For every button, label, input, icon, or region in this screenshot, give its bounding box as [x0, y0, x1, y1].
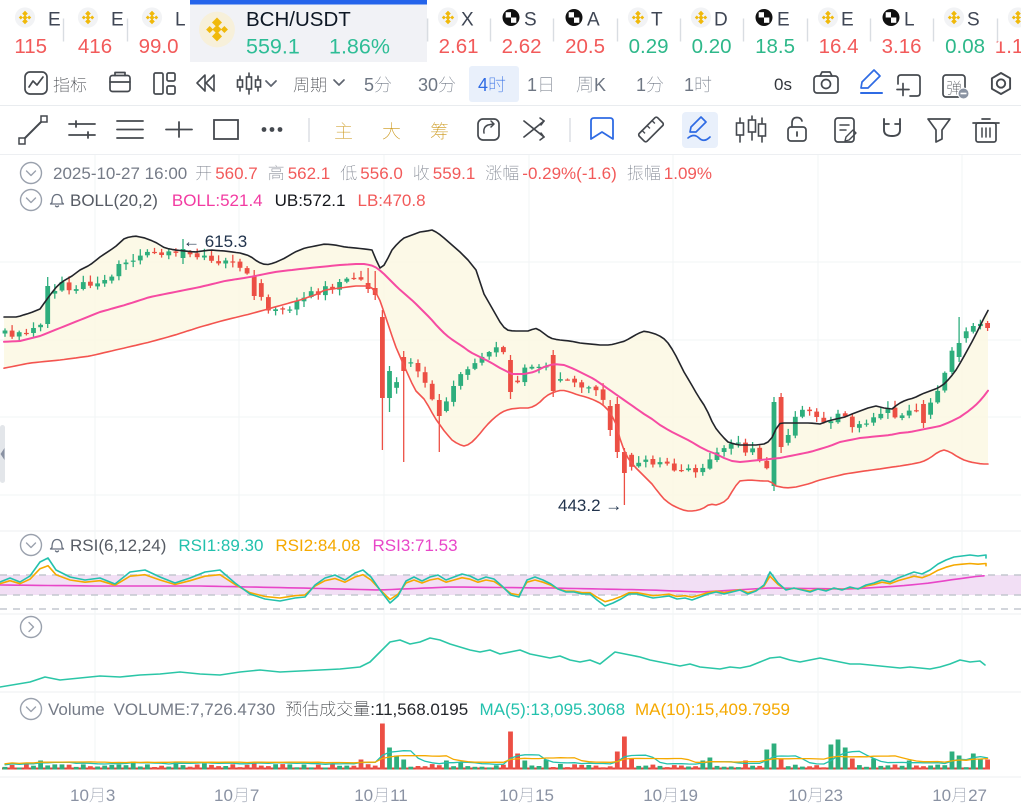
svg-text:S: S: [524, 10, 537, 31]
svg-text:3: 3: [106, 786, 115, 805]
svg-text:VOLUME:7,726.4730: VOLUME:7,726.4730: [114, 700, 276, 719]
svg-text:559.1: 559.1: [433, 164, 476, 183]
svg-text:27: 27: [968, 786, 987, 805]
svg-text:115: 115: [14, 35, 47, 58]
svg-text:10: 10: [354, 786, 373, 805]
svg-text::11,568.0195: :11,568.0195: [370, 700, 468, 719]
svg-text:2.62: 2.62: [502, 35, 542, 58]
svg-text:10: 10: [932, 786, 951, 805]
svg-text:BOLL:521.4: BOLL:521.4: [172, 191, 263, 210]
svg-text:← 615.3: ← 615.3: [183, 232, 247, 251]
svg-text:1: 1: [527, 75, 537, 95]
svg-text:K: K: [594, 75, 606, 95]
svg-text:Volume: Volume: [48, 700, 105, 719]
svg-text:E: E: [111, 10, 124, 31]
svg-text:18.5: 18.5: [755, 35, 795, 58]
svg-text:443.2 →: 443.2 →: [558, 496, 622, 515]
svg-text:E: E: [841, 10, 854, 31]
svg-text:10: 10: [499, 786, 518, 805]
svg-text:10: 10: [214, 786, 233, 805]
svg-text:RSI(6,12,24): RSI(6,12,24): [70, 536, 166, 555]
svg-text:RSI3:71.53: RSI3:71.53: [373, 536, 458, 555]
svg-text:19: 19: [679, 786, 698, 805]
svg-text:RSI1:89.30: RSI1:89.30: [178, 536, 263, 555]
svg-text:L: L: [175, 10, 186, 31]
svg-text:3.16: 3.16: [882, 35, 922, 58]
svg-text:0s: 0s: [774, 75, 792, 94]
svg-text:LB:470.8: LB:470.8: [358, 191, 426, 210]
svg-text:15: 15: [535, 786, 554, 805]
svg-text:BOLL(20,2): BOLL(20,2): [70, 191, 158, 210]
svg-text:559.1: 559.1: [246, 35, 300, 59]
svg-text:UB:572.1: UB:572.1: [275, 191, 346, 210]
svg-text:23: 23: [824, 786, 843, 805]
svg-text:S: S: [967, 10, 980, 31]
svg-text:BCH/USDT: BCH/USDT: [246, 8, 351, 31]
svg-text:MA(10):15,409.7959: MA(10):15,409.7959: [635, 700, 790, 719]
svg-text:20.5: 20.5: [565, 35, 605, 58]
svg-text:RSI2:84.08: RSI2:84.08: [275, 536, 360, 555]
svg-text:D: D: [714, 10, 728, 31]
svg-text:7: 7: [250, 786, 259, 805]
svg-text:30: 30: [418, 75, 438, 95]
svg-text:10: 10: [643, 786, 662, 805]
svg-text:5: 5: [364, 75, 374, 95]
svg-text:16.4: 16.4: [819, 35, 859, 58]
svg-text:A: A: [587, 10, 600, 31]
svg-text:1: 1: [636, 75, 646, 95]
svg-text:4: 4: [478, 75, 488, 95]
svg-text:562.1: 562.1: [288, 164, 331, 183]
svg-text:2.61: 2.61: [439, 35, 479, 58]
svg-text:-0.29%(-1.6): -0.29%(-1.6): [522, 164, 616, 183]
svg-text:L: L: [904, 10, 915, 31]
svg-text:E: E: [48, 10, 61, 31]
svg-text:10: 10: [70, 786, 89, 805]
svg-text:10: 10: [788, 786, 807, 805]
svg-text:E: E: [777, 10, 790, 31]
svg-text:416: 416: [78, 35, 112, 58]
svg-text:0.08: 0.08: [945, 35, 985, 58]
svg-text:1.09%: 1.09%: [664, 164, 712, 183]
svg-text:0.20: 0.20: [692, 35, 732, 58]
svg-text:2025-10-27 16:00: 2025-10-27 16:00: [53, 164, 187, 183]
svg-text:99.0: 99.0: [139, 35, 179, 58]
svg-text:1.86%: 1.86%: [329, 35, 390, 59]
svg-text:0.29: 0.29: [629, 35, 669, 58]
svg-text:11: 11: [390, 786, 408, 805]
svg-text:556.0: 556.0: [360, 164, 403, 183]
svg-text:1: 1: [684, 75, 694, 95]
svg-text:T: T: [651, 10, 663, 31]
svg-text:560.7: 560.7: [215, 164, 258, 183]
svg-text:X: X: [461, 10, 474, 31]
svg-text:MA(5):13,095.3068: MA(5):13,095.3068: [480, 700, 626, 719]
